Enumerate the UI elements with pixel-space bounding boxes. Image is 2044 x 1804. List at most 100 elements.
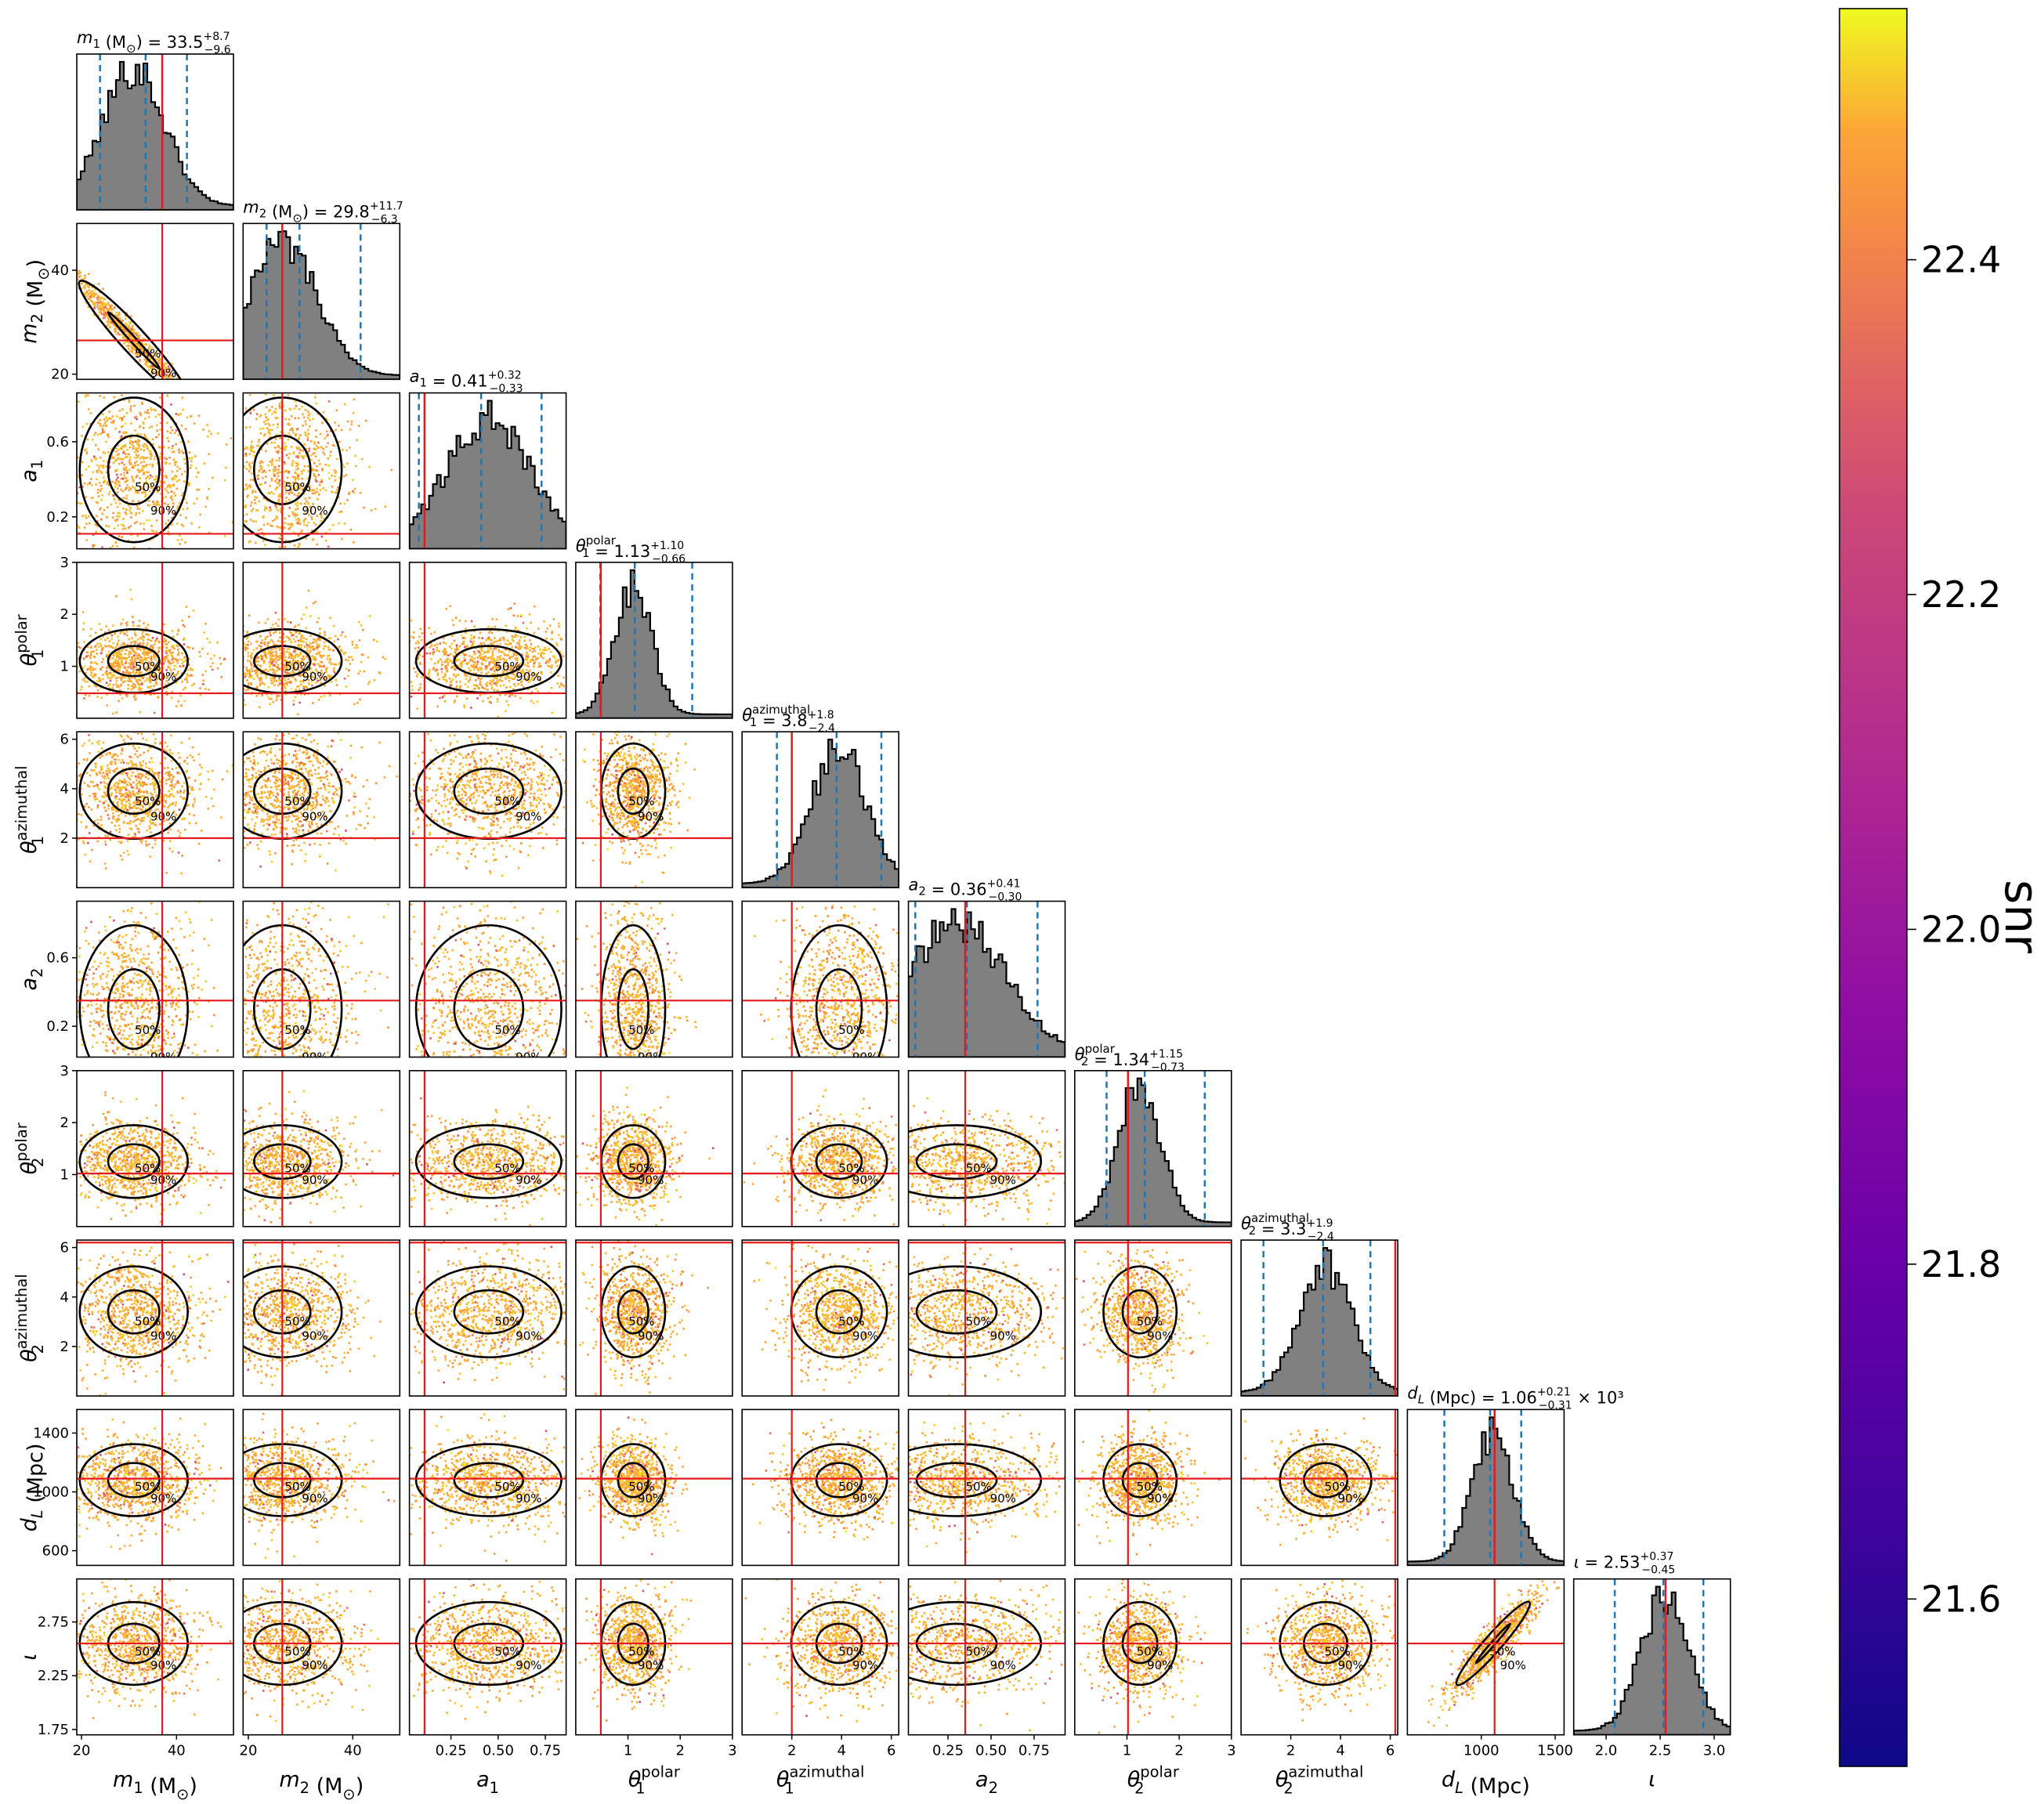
panel-frame — [741, 1578, 900, 1736]
scatter-a2-iota: 50%90% 0.25 0.50 0.75 a2 — [907, 1578, 1066, 1797]
scatter-m2-a2: 50% 90% — [242, 900, 401, 1058]
contour-90% — [1279, 1443, 1373, 1517]
contour-50% — [1121, 1462, 1159, 1499]
panel-frame — [408, 1578, 567, 1736]
contour-50% — [815, 1143, 863, 1180]
contour-label: 90% — [302, 504, 327, 518]
y-tick-label: 6 — [60, 1240, 69, 1256]
panel-frame — [76, 222, 234, 381]
panel-title-a1: a1 = 0.41+0.32 −0.33 — [410, 367, 523, 396]
x-tick-label: 6 — [1386, 1743, 1395, 1759]
contour-50% — [617, 1289, 649, 1335]
scatter-points — [591, 902, 697, 1057]
contour-label: 50% — [628, 794, 654, 808]
scatter-points — [243, 392, 371, 549]
histogram-m2: m2 (M⊙) = 29.8+11.7 −6.3 — [242, 197, 403, 381]
contour-label: 50% — [838, 1314, 864, 1329]
y-tick-label: 1.75 — [38, 1722, 69, 1738]
contour-90% — [908, 1124, 1042, 1199]
contour-label: 50% — [135, 347, 161, 361]
scatter-points — [409, 1242, 566, 1382]
contour-label: 90% — [990, 1491, 1016, 1506]
panel-title-t1a: θazimuthal 1 = 3.8+1.8 −2.4 — [742, 703, 835, 735]
scatter-points — [244, 1589, 364, 1716]
scatter-points — [1300, 1442, 1333, 1498]
colorbar: 21.6 21.8 22.0 22.2 22.4 snr — [1839, 8, 2044, 1767]
scatter-points — [413, 1121, 550, 1207]
y-tick-label: 1 — [60, 659, 69, 675]
contour-label: 90% — [638, 1050, 664, 1065]
contour-label: 90% — [852, 1050, 878, 1065]
panel-frame — [76, 1408, 234, 1567]
scatter-points — [409, 1581, 566, 1714]
contour-label: 50% — [494, 1314, 520, 1329]
contour-label: 90% — [302, 1173, 327, 1188]
contour-label: 50% — [1325, 1645, 1351, 1659]
panel-frame — [242, 1578, 401, 1736]
scatter-a1-t1a: 50%90% — [408, 731, 567, 889]
contour-label: 50% — [284, 1314, 310, 1329]
contour-label: 90% — [150, 1050, 176, 1065]
x-tick-label: 1 — [624, 1743, 632, 1759]
contour-label: 90% — [1337, 1491, 1363, 1506]
scatter-points — [243, 732, 398, 866]
histogram-a2: a2 = 0.36+0.41 −0.30 — [907, 876, 1066, 1058]
panel-frame — [907, 1070, 1066, 1227]
scatter-points — [243, 393, 387, 548]
x-tick-label: 2 — [1174, 1743, 1183, 1759]
panel-frame — [408, 731, 567, 889]
panel-frame — [741, 900, 900, 1058]
scatter-points — [77, 761, 181, 854]
panel-frame — [76, 1578, 234, 1736]
x-tick-label: 2.0 — [1595, 1743, 1618, 1759]
panel-frame — [575, 1070, 733, 1227]
scatter-t1p-a2: 50% 90% — [575, 900, 733, 1065]
scatter-points — [243, 916, 382, 1057]
contour-50% — [617, 767, 649, 815]
scatter-points — [77, 273, 175, 380]
contour-50% — [617, 1143, 649, 1180]
contour-90% — [78, 1265, 189, 1359]
x-tick-label: 0.75 — [1018, 1743, 1050, 1759]
contour-label: 90% — [1147, 1329, 1173, 1343]
scatter-m1-t2a: 50%90% 2 4 6 θazimuthal2 — [13, 1239, 234, 1397]
contour-50% — [107, 1462, 161, 1499]
contour-50% — [815, 1462, 863, 1499]
colorbar-tick-label: 22.0 — [1921, 908, 2001, 950]
panel-frame — [1074, 1239, 1232, 1397]
scatter-points — [243, 1090, 358, 1212]
scatter-a2-dl: 50%90% — [907, 1408, 1066, 1567]
contour-label: 50% — [135, 1480, 161, 1494]
contour-label: 90% — [302, 1491, 327, 1506]
scatter-points — [243, 745, 356, 846]
contour-label: 50% — [628, 1645, 654, 1659]
contour-50% — [453, 1462, 525, 1499]
x-tick-label: 1 — [1123, 1743, 1131, 1759]
panel-frame — [907, 1239, 1066, 1397]
panel-frame — [76, 1239, 234, 1397]
contour-label: 50% — [494, 794, 520, 808]
scatter-points — [410, 1603, 564, 1690]
histogram-t1p: θpolar 1 = 1.13+1.10 −0.66 — [575, 533, 733, 719]
scatter-t1a-t2p: 50%90% — [741, 1070, 900, 1227]
histogram-a1: a1 = 0.41+0.32 −0.33 — [408, 367, 567, 550]
contour-label: 90% — [638, 1658, 664, 1672]
scatter-t1p-t2a: 50%90% — [575, 1239, 733, 1397]
scatter-points — [244, 922, 321, 1049]
contour-label: 50% — [628, 1162, 654, 1176]
scatter-points — [77, 394, 228, 549]
scatter-points — [243, 400, 354, 548]
scatter-points — [771, 906, 898, 1057]
x-tick-label: 6 — [887, 1743, 895, 1759]
panel-frame — [408, 1408, 567, 1567]
scatter-points — [77, 1578, 219, 1715]
panel-title-m2: m2 (M⊙) = 29.8+11.7 −6.3 — [243, 197, 403, 226]
contour-label: 50% — [965, 1314, 991, 1329]
contour-50% — [915, 1462, 998, 1499]
scatter-points — [245, 1580, 379, 1723]
contour-label: 50% — [135, 794, 161, 808]
scatter-t1p-t1a: 50%90% — [575, 731, 733, 889]
histogram-t2a: θazimuthal 2 = 3.3+1.9 −2.4 — [1240, 1211, 1398, 1397]
panel-frame — [1406, 1408, 1565, 1567]
contour-label: 90% — [150, 366, 176, 380]
